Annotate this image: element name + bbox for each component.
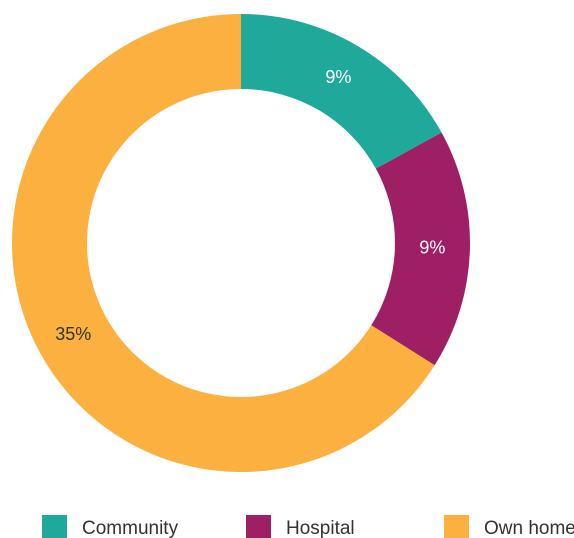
legend-swatch	[42, 515, 67, 538]
legend-swatch	[246, 515, 271, 538]
legend-label: Community	[82, 518, 179, 538]
data-label: 35%	[55, 324, 91, 344]
donut-slice	[11, 14, 435, 472]
legend-label: Own home	[484, 518, 574, 538]
data-label: 9%	[419, 237, 445, 257]
legend-swatch	[444, 515, 469, 538]
legend-label: Hospital	[286, 518, 355, 538]
donut-slice	[371, 132, 471, 366]
data-label: 9%	[325, 67, 351, 87]
donut-slice	[241, 14, 442, 169]
